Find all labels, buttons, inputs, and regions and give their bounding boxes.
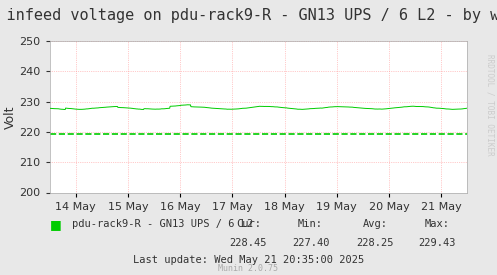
Text: 228.25: 228.25	[356, 238, 394, 248]
Text: 227.40: 227.40	[292, 238, 330, 248]
Text: Max:: Max:	[425, 219, 450, 229]
Text: 228.45: 228.45	[230, 238, 267, 248]
Text: ■: ■	[50, 218, 62, 231]
Text: Avg:: Avg:	[363, 219, 388, 229]
Text: Min:: Min:	[298, 219, 323, 229]
Text: 229.43: 229.43	[418, 238, 456, 248]
Text: Cur:: Cur:	[236, 219, 261, 229]
Text: RRDTOOL / TOBI OETIKER: RRDTOOL / TOBI OETIKER	[486, 54, 495, 155]
Text: pdu-rack9-R - GN13 UPS / 6 L2: pdu-rack9-R - GN13 UPS / 6 L2	[72, 219, 253, 229]
Text: Last update: Wed May 21 20:35:00 2025: Last update: Wed May 21 20:35:00 2025	[133, 255, 364, 265]
Text: PDU infeed voltage on pdu-rack9-R - GN13 UPS / 6 L2 - by week: PDU infeed voltage on pdu-rack9-R - GN13…	[0, 8, 497, 23]
Text: Munin 2.0.75: Munin 2.0.75	[219, 264, 278, 273]
Y-axis label: Volt: Volt	[3, 105, 16, 129]
